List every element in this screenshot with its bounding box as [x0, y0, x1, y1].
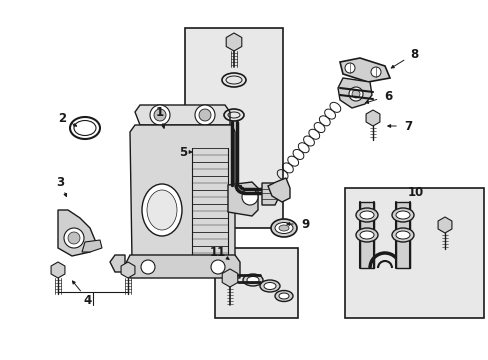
- Text: 4: 4: [84, 293, 92, 306]
- Ellipse shape: [264, 283, 275, 289]
- Ellipse shape: [391, 228, 413, 242]
- Text: 10: 10: [407, 185, 423, 198]
- Polygon shape: [82, 240, 102, 252]
- Ellipse shape: [355, 208, 377, 222]
- Polygon shape: [58, 210, 95, 256]
- Circle shape: [210, 260, 224, 274]
- Circle shape: [68, 232, 80, 244]
- Ellipse shape: [355, 228, 377, 242]
- Polygon shape: [130, 125, 235, 268]
- Ellipse shape: [243, 274, 263, 286]
- Circle shape: [150, 105, 170, 125]
- Circle shape: [195, 105, 215, 125]
- Ellipse shape: [279, 225, 288, 231]
- Text: 7: 7: [403, 120, 411, 132]
- Ellipse shape: [270, 219, 296, 237]
- Polygon shape: [121, 262, 135, 278]
- Polygon shape: [366, 110, 379, 126]
- Polygon shape: [345, 188, 483, 318]
- Circle shape: [370, 67, 380, 77]
- Text: 6: 6: [383, 90, 391, 103]
- Circle shape: [348, 87, 362, 101]
- Ellipse shape: [395, 231, 409, 239]
- Polygon shape: [339, 58, 389, 82]
- Circle shape: [351, 90, 359, 98]
- Text: 5: 5: [179, 145, 187, 158]
- Ellipse shape: [142, 184, 182, 236]
- Text: 3: 3: [56, 175, 64, 189]
- Ellipse shape: [274, 222, 292, 234]
- Ellipse shape: [147, 190, 177, 230]
- Polygon shape: [337, 78, 371, 108]
- Polygon shape: [215, 248, 297, 318]
- Ellipse shape: [246, 276, 259, 284]
- Polygon shape: [125, 255, 240, 278]
- Polygon shape: [135, 105, 229, 125]
- Polygon shape: [51, 262, 65, 278]
- Polygon shape: [227, 182, 258, 216]
- Polygon shape: [267, 178, 289, 202]
- Text: 1: 1: [156, 105, 164, 118]
- Circle shape: [64, 228, 84, 248]
- Circle shape: [345, 63, 354, 73]
- Ellipse shape: [359, 231, 373, 239]
- Circle shape: [199, 109, 210, 121]
- Ellipse shape: [260, 280, 280, 292]
- Ellipse shape: [359, 211, 373, 219]
- Circle shape: [242, 189, 258, 205]
- Ellipse shape: [279, 293, 288, 299]
- Text: 8: 8: [409, 48, 417, 60]
- Text: 2: 2: [58, 112, 66, 125]
- Polygon shape: [437, 217, 451, 233]
- Polygon shape: [184, 28, 283, 228]
- Ellipse shape: [391, 208, 413, 222]
- Polygon shape: [110, 255, 125, 272]
- Polygon shape: [395, 202, 409, 268]
- Polygon shape: [359, 202, 373, 268]
- Polygon shape: [262, 183, 278, 205]
- Ellipse shape: [395, 211, 409, 219]
- Circle shape: [141, 260, 155, 274]
- Polygon shape: [226, 33, 241, 51]
- Circle shape: [154, 109, 165, 121]
- Polygon shape: [222, 269, 237, 287]
- Text: 11: 11: [209, 246, 225, 258]
- Ellipse shape: [274, 291, 292, 302]
- Text: 9: 9: [300, 217, 308, 230]
